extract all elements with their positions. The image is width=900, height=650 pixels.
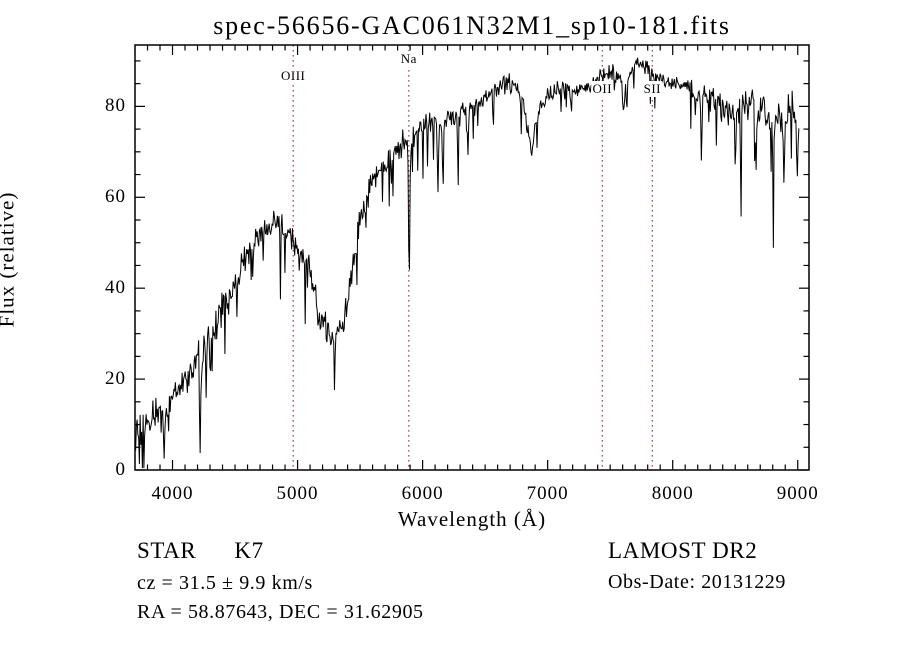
plot-title: spec-56656-GAC061N32M1_sp10-181.fits: [213, 11, 731, 40]
line-marker-group: [292, 45, 653, 470]
line-marker-label-oii: OII: [591, 81, 614, 97]
axis-ticks: [135, 45, 809, 471]
classification-line: STAR K7: [137, 538, 264, 564]
x-tick-label: 7000: [526, 483, 569, 504]
y-tick-label: 60: [105, 186, 126, 208]
cz-line: cz = 31.5 ± 9.9 km/s: [137, 572, 313, 594]
y-tick-label: 20: [105, 368, 126, 390]
x-tick-label: 8000: [651, 483, 694, 504]
x-tick-label: 5000: [276, 483, 319, 504]
plot-frame: [134, 44, 810, 471]
ra-dec-line: RA = 58.87643, DEC = 31.62905: [137, 601, 424, 623]
x-tick-label: 9000: [776, 483, 819, 504]
line-marker-label-oiii: OIII: [279, 68, 307, 84]
line-marker-label-na: Na: [399, 51, 418, 67]
subclass-label: K7: [234, 538, 264, 563]
line-marker-label-sii: SII: [642, 81, 663, 97]
survey-label: LAMOST DR2: [608, 538, 758, 563]
obs-date-line: Obs-Date: 20131229: [608, 571, 786, 593]
spectrum-trace: [135, 57, 800, 469]
x-tick-label: 4000: [151, 483, 194, 504]
x-tick-label: 6000: [401, 483, 444, 504]
y-tick-label: 0: [115, 459, 126, 480]
class-label: STAR: [137, 538, 197, 563]
y-tick-label: 80: [105, 95, 126, 117]
y-tick-label: 40: [105, 277, 126, 299]
x-axis-label: Wavelength (Å): [397, 507, 547, 531]
y-axis-label: Flux (relative): [0, 191, 19, 328]
